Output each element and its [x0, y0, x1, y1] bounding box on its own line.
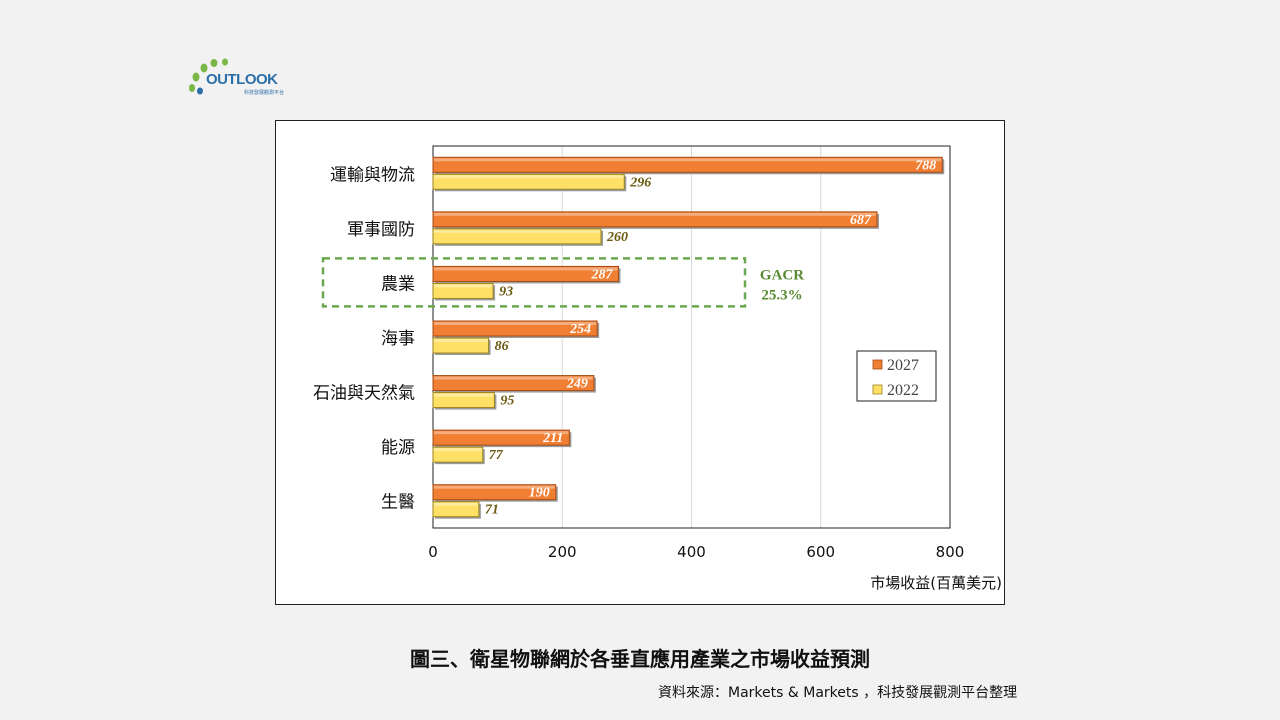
figure-caption: 圖三、衛星物聯網於各垂直應用產業之市場收益預測 — [410, 647, 870, 671]
bar-2022 — [432, 337, 490, 354]
bar-2027 — [432, 156, 943, 173]
data-label: 260 — [606, 230, 628, 245]
data-label: 254 — [569, 322, 591, 337]
bar-highlight — [434, 284, 493, 288]
bar-2027 — [432, 429, 570, 446]
legend-box — [856, 350, 937, 402]
bar-highlight — [434, 175, 624, 179]
bar-chart: 788 296 687 260 287 93 254 86 249 95 211 77 190 71 運輸… — [313, 145, 1002, 592]
category-label: 能源 — [381, 438, 415, 458]
bar-2027 — [432, 211, 878, 228]
data-label: 71 — [485, 503, 499, 518]
source-note: 資料來源：Markets & Markets ，科技發展觀測平台整理 — [658, 685, 1018, 701]
bar-2022 — [432, 501, 480, 518]
x-tick-label: 0 — [428, 543, 438, 561]
data-label: 86 — [495, 339, 509, 354]
bar-2027 — [432, 265, 619, 282]
x-axis-label: 市場收益(百萬美元) — [870, 574, 1002, 592]
category-label: 石油與天然氣 — [313, 384, 415, 404]
bar-highlight — [434, 212, 876, 216]
bar-2027 — [432, 484, 557, 501]
bar-highlight — [434, 485, 555, 489]
data-label: 249 — [566, 377, 588, 392]
data-label: 687 — [850, 213, 872, 228]
outlook-logo: OUTLOOK 科技發展觀測平台 — [186, 58, 296, 100]
highlight-box — [321, 257, 747, 308]
legend-swatch-2027 — [872, 359, 883, 370]
data-label: 788 — [915, 158, 936, 173]
data-label: 93 — [499, 284, 513, 299]
data-label: 287 — [590, 267, 613, 282]
logo-dots-icon — [189, 58, 228, 95]
bar-highlight — [434, 267, 618, 271]
bar-highlight — [434, 502, 478, 506]
logo-text: OUTLOOK — [206, 71, 278, 88]
category-label: 農業 — [381, 274, 415, 294]
data-label: 211 — [542, 431, 563, 446]
bar-2027 — [432, 320, 598, 337]
legend-swatch-2022 — [872, 384, 883, 395]
x-tick-label: 800 — [936, 543, 965, 561]
bar-highlight — [434, 322, 597, 325]
category-label: 運輸與物流 — [330, 165, 415, 185]
gacr-label: GACR — [760, 267, 804, 283]
plot-area — [432, 145, 951, 529]
x-tick-label: 400 — [677, 543, 706, 561]
chart-frame: 788 296 687 260 287 93 254 86 249 95 211 77 190 71 運輸… — [275, 120, 1005, 605]
gacr-value: 25.3% — [761, 287, 802, 303]
bar-highlight — [434, 376, 593, 380]
category-label: 海事 — [381, 329, 415, 349]
category-label: 軍事國防 — [347, 220, 415, 240]
legend-label: 2027 — [887, 357, 919, 374]
data-label: 190 — [529, 486, 550, 501]
data-label: 77 — [489, 448, 504, 463]
bar-2027 — [432, 375, 595, 392]
data-label: 95 — [500, 394, 514, 409]
data-label: 296 — [629, 175, 651, 190]
bar-2022 — [432, 228, 602, 245]
legend-label: 2022 — [887, 382, 919, 399]
bar-2022 — [432, 392, 495, 409]
bar-highlight — [434, 158, 942, 162]
bar-highlight — [434, 431, 569, 435]
bar-highlight — [434, 393, 494, 397]
category-label: 生醫 — [381, 493, 415, 513]
x-tick-label: 200 — [548, 543, 577, 561]
x-tick-label: 600 — [806, 543, 835, 561]
bar-highlight — [434, 448, 482, 452]
bar-2022 — [432, 282, 494, 299]
logo-subtext: 科技發展觀測平台 — [244, 90, 285, 96]
bar-2022 — [432, 446, 484, 463]
bar-highlight — [434, 229, 601, 233]
bar-highlight — [434, 339, 488, 342]
bar-2022 — [432, 173, 625, 190]
